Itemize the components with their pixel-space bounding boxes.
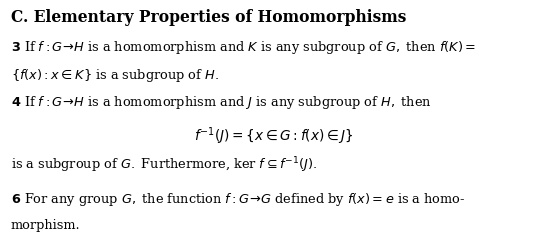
Text: $\{f(x):x\in K\}$ is a subgroup of $H.$: $\{f(x):x\in K\}$ is a subgroup of $H.$ (11, 67, 219, 84)
Text: is a subgroup of $G.$ Furthermore, ker $f\subseteq f^{-1}(J).$: is a subgroup of $G.$ Furthermore, ker $… (11, 156, 317, 175)
Text: $\mathbf{6}$ For any group $G,$ the function $f:G\!\rightarrow\!G$ defined by $f: $\mathbf{6}$ For any group $G,$ the func… (11, 191, 465, 208)
Text: $\mathbf{4}$ If $f:G\!\rightarrow\!H$ is a homomorphism and $J$ is any subgroup : $\mathbf{4}$ If $f:G\!\rightarrow\!H$ is… (11, 94, 432, 111)
Text: morphism.: morphism. (11, 219, 81, 232)
Text: $\mathbf{3}$ If $f:G\!\rightarrow\!H$ is a homomorphism and $K$ is any subgroup : $\mathbf{3}$ If $f:G\!\rightarrow\!H$ is… (11, 39, 476, 56)
Text: $f^{-1}(J)=\{x\in G:f(x)\in J\}$: $f^{-1}(J)=\{x\in G:f(x)\in J\}$ (194, 126, 354, 148)
Text: C. Elementary Properties of Homomorphisms: C. Elementary Properties of Homomorphism… (11, 9, 406, 26)
